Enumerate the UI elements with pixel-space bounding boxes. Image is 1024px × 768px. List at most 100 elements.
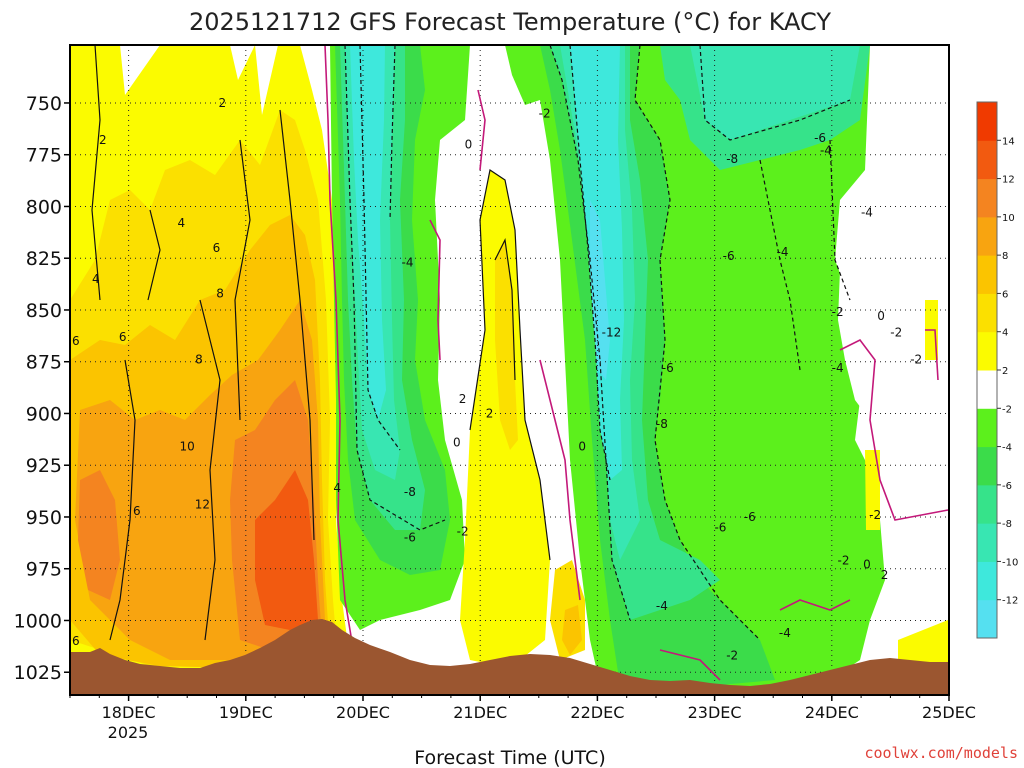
contour-label: 0	[863, 558, 871, 572]
contour-label: -4	[779, 626, 791, 640]
cold-temperature-fields-20dec	[330, 45, 470, 630]
contour-solid-a	[91, 45, 161, 641]
contour-label: -6	[404, 531, 416, 545]
contour-label: 10	[180, 440, 195, 454]
x-tick-label: 21DEC	[453, 703, 507, 722]
contour-label: -2	[457, 524, 469, 538]
contour-dashed-c	[699, 45, 851, 371]
contour-label: -2	[838, 553, 850, 567]
x-tick-label: 20DEC	[336, 703, 390, 722]
contour-label: 6	[213, 241, 221, 255]
contour-label: -2	[726, 649, 738, 663]
cold-band-10-12-b	[590, 200, 610, 380]
contour-label: -8	[656, 417, 668, 431]
warm-temperature-fields	[70, 45, 350, 670]
colorbar-segment	[977, 370, 997, 409]
colorbar-tick-label: -10	[1002, 557, 1018, 568]
colorbar-segment	[977, 561, 997, 601]
contour-label: -2	[890, 326, 902, 340]
colorbar-tick-label: 2	[1002, 366, 1008, 377]
y-tick-label: 925	[26, 455, 62, 477]
colorbar-segment	[977, 140, 997, 180]
contour-label: 8	[216, 286, 224, 300]
contour-label: -8	[404, 485, 416, 499]
colorbar-segment	[977, 255, 997, 294]
x-axis-title: Forecast Time (UTC)	[414, 747, 605, 768]
colorbar-segment	[977, 102, 997, 141]
contour-label: -2	[869, 508, 881, 522]
colorbar-segment	[977, 523, 997, 562]
contour-label: -6	[662, 361, 674, 375]
contour-label: -4	[832, 361, 844, 375]
contour-label: 6	[133, 504, 141, 518]
colorbar-tick-label: 14	[1002, 136, 1015, 147]
contour-label: -2	[832, 305, 844, 319]
contour-label: 6	[119, 330, 127, 344]
colorbar-segment	[977, 484, 997, 524]
contour-label: 0	[453, 435, 461, 449]
colorbar-segment	[977, 599, 997, 639]
colorbar: -12 -10 -8 -6 -4 -2 2 4 6 8 10 12 14	[976, 101, 1018, 639]
yellow-pockets-day24	[865, 300, 948, 695]
mid-band-0-2	[505, 45, 540, 105]
credit-text: coolwx.com/models	[864, 744, 1018, 762]
contour-label: -4	[656, 599, 668, 613]
y-tick-label: 950	[26, 507, 62, 529]
contour-label: 6	[72, 634, 80, 648]
colorbar-segment	[977, 293, 997, 333]
colorbar-tick-label: 12	[1002, 175, 1015, 186]
cold-band-8-10	[350, 45, 386, 420]
y-tick-label: 1025	[14, 662, 62, 684]
colorbar-tick-label: 8	[1002, 251, 1008, 262]
contour-label: -6	[714, 520, 726, 534]
mid-band-6-8	[562, 605, 582, 655]
x-tick-label: 23DEC	[688, 703, 742, 722]
colorbar-tick-label: -8	[1002, 519, 1012, 530]
contour-lines	[91, 45, 949, 681]
contour-label: 0	[465, 137, 473, 151]
colorbar-segment	[977, 446, 997, 486]
x-axis: 18DEC 19DEC 20DEC 21DEC 22DEC 23DEC 24DEC 25DEC	[69, 695, 976, 722]
contour-solid-b	[199, 109, 315, 641]
contour-zero-line	[324, 45, 949, 681]
contour-dashed-a	[344, 45, 446, 531]
colorbar-segment	[977, 408, 997, 448]
x-tick-label: 19DEC	[219, 703, 273, 722]
y-tick-label: 875	[26, 352, 62, 374]
colorbar-segment	[977, 216, 997, 256]
terrain-surface	[70, 619, 949, 695]
colorbar-tick-label: 4	[1002, 328, 1008, 339]
contour-label: -2	[910, 353, 922, 367]
contour-label: 4	[333, 481, 341, 495]
contour-solid-c	[469, 169, 551, 561]
colorbar-segment	[977, 178, 997, 218]
x-tick-label: 25DEC	[922, 703, 976, 722]
colorbar-tick-label: 10	[1002, 213, 1015, 224]
contour-label: 0	[578, 440, 586, 454]
contour-label: 6	[72, 334, 80, 348]
colorbar-tick-label: 6	[1002, 289, 1008, 300]
y-tick-label: 900	[26, 403, 62, 425]
white-pocket-day24	[838, 205, 948, 420]
colorbar-tick-label: -6	[1002, 481, 1012, 492]
x-tick-label: 18DEC	[102, 703, 156, 722]
x-tick-label: 24DEC	[805, 703, 859, 722]
contour-label: 8	[195, 353, 203, 367]
y-tick-label: 775	[26, 145, 62, 167]
colorbar-tick-label: -4	[1002, 443, 1012, 454]
contour-label: -6	[814, 131, 826, 145]
contour-label: -4	[820, 144, 832, 158]
contour-label: 2	[99, 133, 107, 147]
contour-label: 12	[195, 498, 210, 512]
contour-label: 2	[459, 392, 467, 406]
contour-label: -4	[777, 245, 789, 259]
chart-title: 2025121712 GFS Forecast Temperature (°C)…	[189, 8, 831, 36]
contour-label: 2	[486, 406, 494, 420]
contour-label: 4	[92, 272, 100, 286]
contour-dashed-b	[549, 45, 761, 641]
contour-label: 2	[881, 568, 889, 582]
y-tick-label: 750	[26, 93, 62, 115]
